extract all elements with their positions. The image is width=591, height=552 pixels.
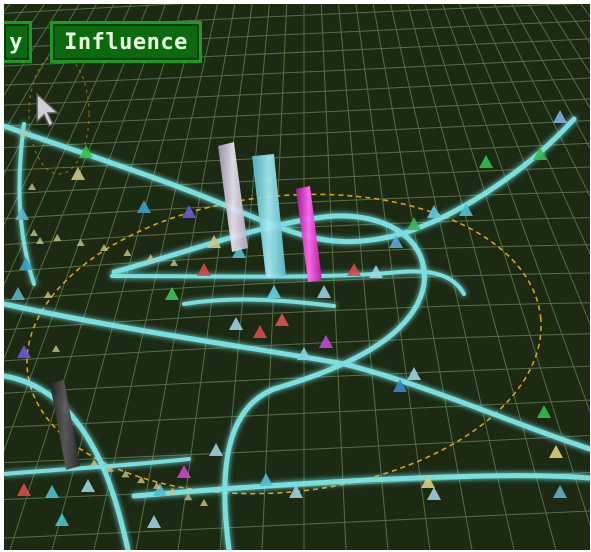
unit-marker-small bbox=[170, 259, 178, 266]
unit-marker[interactable] bbox=[421, 475, 435, 488]
road-left-curve[interactable] bbox=[4, 373, 131, 550]
unit-marker-small bbox=[36, 237, 44, 244]
unit-marker[interactable] bbox=[17, 483, 31, 496]
unit-marker[interactable] bbox=[319, 335, 333, 348]
influence-bar-cyan bbox=[252, 154, 286, 278]
terrain-grid bbox=[4, 4, 590, 550]
unit-marker[interactable] bbox=[533, 147, 547, 160]
unit-marker-small bbox=[28, 183, 36, 190]
hud-button-partial-label: y bbox=[9, 29, 23, 55]
road-bottom[interactable] bbox=[131, 473, 590, 499]
unit-marker[interactable] bbox=[347, 263, 361, 276]
hud-button-partial[interactable]: y bbox=[4, 21, 32, 63]
unit-marker[interactable] bbox=[267, 285, 281, 298]
unit-marker[interactable] bbox=[297, 347, 311, 360]
influence-button-label: Influence bbox=[64, 29, 188, 55]
game-viewport[interactable]: y Influence bbox=[4, 4, 590, 550]
unit-marker-small bbox=[152, 481, 161, 489]
unit-marker[interactable] bbox=[549, 445, 563, 458]
unit-marker[interactable] bbox=[407, 217, 421, 230]
unit-marker[interactable] bbox=[537, 405, 551, 418]
unit-marker-small bbox=[76, 239, 85, 246]
unit-marker-small bbox=[121, 470, 130, 478]
unit-marker[interactable] bbox=[177, 465, 191, 478]
unit-marker-small bbox=[20, 129, 28, 136]
unit-marker-small bbox=[100, 244, 108, 251]
unit-marker-small bbox=[200, 499, 208, 506]
unit-marker[interactable] bbox=[79, 145, 93, 158]
unit-marker-small bbox=[137, 476, 146, 484]
unit-marker[interactable] bbox=[153, 483, 167, 496]
unit-marker-small bbox=[30, 229, 38, 236]
unit-marker[interactable] bbox=[45, 485, 59, 498]
unit-marker-small bbox=[123, 249, 132, 256]
unit-marker[interactable] bbox=[407, 367, 421, 380]
unit-marker[interactable] bbox=[479, 155, 493, 168]
unit-marker[interactable] bbox=[11, 287, 25, 300]
unit-marker[interactable] bbox=[289, 485, 303, 498]
world-scene[interactable] bbox=[4, 4, 590, 550]
influence-bar-dark bbox=[50, 380, 80, 470]
unit-marker[interactable] bbox=[317, 285, 331, 298]
unit-marker-small bbox=[52, 345, 60, 352]
unit-marker-small bbox=[105, 464, 114, 472]
unit-marker[interactable] bbox=[389, 235, 403, 248]
unit-marker[interactable] bbox=[553, 485, 567, 498]
unit-marker[interactable] bbox=[369, 265, 383, 278]
unit-marker-small bbox=[44, 291, 52, 298]
unit-marker[interactable] bbox=[17, 345, 31, 358]
unit-marker-small bbox=[146, 254, 155, 261]
unit-marker[interactable] bbox=[259, 473, 273, 486]
influence-bars bbox=[50, 142, 322, 470]
unit-marker-small bbox=[90, 459, 98, 466]
road-loop[interactable] bbox=[111, 213, 427, 550]
road-mid-branch[interactable] bbox=[182, 297, 336, 308]
road-bottom-left[interactable] bbox=[4, 457, 191, 476]
unit-marker[interactable] bbox=[147, 515, 161, 528]
unit-marker[interactable] bbox=[427, 205, 441, 218]
unit-marker[interactable] bbox=[55, 513, 69, 526]
unit-marker[interactable] bbox=[81, 479, 95, 492]
influence-bar-white bbox=[218, 142, 248, 252]
unit-markers bbox=[11, 110, 567, 528]
unit-marker[interactable] bbox=[15, 207, 29, 220]
unit-marker[interactable] bbox=[19, 257, 33, 270]
unit-marker[interactable] bbox=[71, 167, 85, 180]
influence-button[interactable]: Influence bbox=[50, 21, 202, 63]
arrow-cursor-icon bbox=[36, 92, 60, 128]
unit-marker[interactable] bbox=[427, 487, 441, 500]
unit-marker[interactable] bbox=[209, 443, 223, 456]
unit-marker[interactable] bbox=[165, 287, 179, 300]
unit-marker[interactable] bbox=[459, 203, 473, 216]
unit-marker[interactable] bbox=[232, 245, 246, 258]
unit-marker[interactable] bbox=[137, 200, 151, 213]
unit-marker-small bbox=[168, 487, 177, 495]
unit-marker[interactable] bbox=[229, 317, 243, 330]
unit-marker-small bbox=[53, 234, 62, 241]
unit-marker[interactable] bbox=[553, 110, 567, 123]
unit-marker[interactable] bbox=[393, 379, 407, 392]
unit-marker[interactable] bbox=[253, 325, 267, 338]
unit-marker[interactable] bbox=[275, 313, 289, 326]
unit-marker[interactable] bbox=[207, 235, 221, 248]
unit-marker[interactable] bbox=[197, 263, 211, 276]
unit-marker[interactable] bbox=[182, 205, 196, 218]
unit-marker-small bbox=[184, 493, 193, 501]
influence-bar-magenta bbox=[296, 186, 322, 282]
